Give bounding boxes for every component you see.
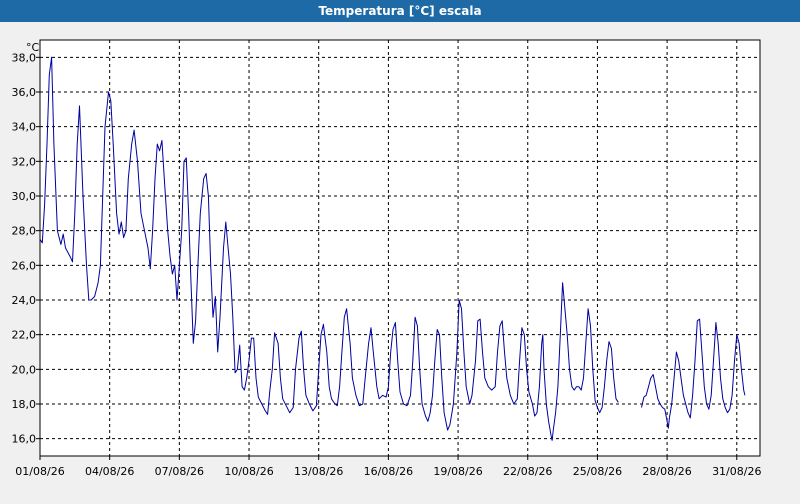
chart-area: 16,0 18,0 20,0 22,0 24,0 26,0 28,0 30,0 32,0 34,0… <box>0 22 800 500</box>
series-layer <box>39 56 746 441</box>
y-axis-unit-label: °C <box>26 41 40 54</box>
y-tick-label: 36,0 <box>12 86 37 99</box>
x-tick-label: 01/08/26 <box>15 465 64 478</box>
x-tick-label: 19/08/26 <box>433 465 482 478</box>
y-tick-label: 24,0 <box>12 294 37 307</box>
x-tick-label: 22/08/26 <box>503 465 552 478</box>
y-axis-ticks: 16,0 18,0 20,0 22,0 24,0 26,0 28,0 30,0 32,0 34,0… <box>12 51 40 446</box>
y-tick-label: 28,0 <box>12 225 37 238</box>
x-tick-label: 07/08/26 <box>155 465 204 478</box>
window-title-bar: Temperatura [°C] escala <box>0 0 800 22</box>
y-tick-label: 30,0 <box>12 190 37 203</box>
temperature-series-line <box>39 56 619 441</box>
x-axis-ticks: 01/08/26 04/08/26 07/08/26 10/08/26 13/08/26… <box>15 456 761 478</box>
y-tick-label: 26,0 <box>12 259 37 272</box>
x-tick-label: 13/08/26 <box>294 465 343 478</box>
y-tick-label: 22,0 <box>12 329 37 342</box>
grid-lines <box>39 40 760 456</box>
temperature-chart: 16,0 18,0 20,0 22,0 24,0 26,0 28,0 30,0 32,0 34,0… <box>12 39 761 478</box>
y-tick-label: 38,0 <box>12 51 37 64</box>
x-tick-label: 16/08/26 <box>364 465 413 478</box>
x-tick-label: 31/08/26 <box>712 465 761 478</box>
x-tick-label: 04/08/26 <box>85 465 134 478</box>
y-tick-label: 20,0 <box>12 363 37 376</box>
temperature-series-line <box>641 318 746 429</box>
window-title: Temperatura [°C] escala <box>318 4 482 18</box>
x-tick-label: 28/08/26 <box>642 465 691 478</box>
y-tick-label: 32,0 <box>12 155 37 168</box>
y-tick-label: 18,0 <box>12 398 37 411</box>
y-tick-label: 34,0 <box>12 121 37 134</box>
y-tick-label: 16,0 <box>12 433 37 446</box>
x-tick-label: 25/08/26 <box>573 465 622 478</box>
x-tick-label: 10/08/26 <box>224 465 273 478</box>
